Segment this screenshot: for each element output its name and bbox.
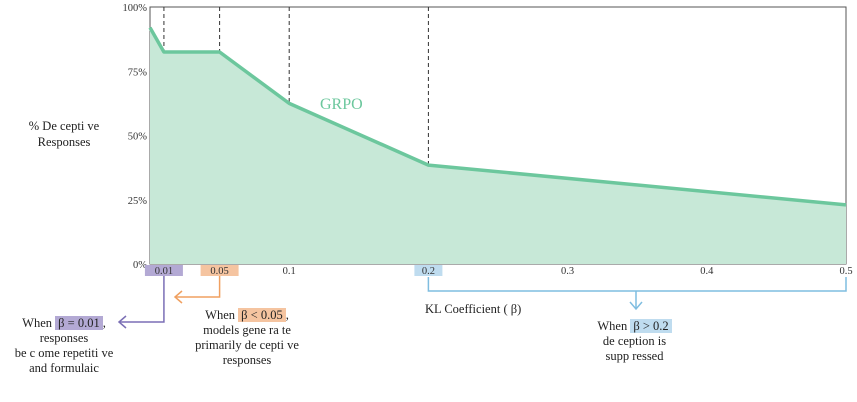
annotation-001-pre: When [22,316,53,330]
annotation-005-highlight: β < 0.05 [238,308,286,322]
annotation-005-connector [176,276,221,298]
y-tick-label: 0% [133,260,147,271]
annotation-02-bracket [427,277,847,292]
y-tick-label: 75% [128,67,148,78]
annotation-02-line: supp ressed [605,349,664,363]
annotation-02-headline: When β > 0.2 [572,319,697,334]
y-tick-label: 50% [128,132,148,143]
annotation-001-line: responses [39,331,89,345]
x-tick-label: 0.4 [700,266,714,277]
arrow-layer [117,276,847,329]
y-tick-label: 25% [128,196,148,207]
annotation-02-pre: When [597,319,628,333]
annotation-001-headline: When β = 0.01, [0,316,128,331]
annotation-beta-001: When β = 0.01, responses be c ome repeti… [0,316,128,376]
x-tick-highlight [414,265,443,276]
x-tick-label: 0.3 [561,266,574,277]
annotation-beta-005: When β < 0.05, models gene ra te primari… [172,308,322,368]
series-label: GRPO [320,96,363,113]
annotation-005-line: models gene ra te [203,323,291,337]
series-area [150,27,846,264]
annotation-02-arrowhead [629,301,643,311]
annotation-005-line: responses [222,353,272,367]
x-tick-label: 0.01 [155,266,173,277]
area-layer [148,26,847,264]
annotation-005-line: primarily de cepti ve [195,338,299,352]
annotation-02-highlight: β > 0.2 [630,319,672,333]
annotation-001-line: be c ome repetiti ve [14,346,114,360]
x-tick-label: 0.1 [283,266,296,277]
series-line [148,26,847,207]
annotation-001-connector [120,276,165,323]
annotation-005-post: , [285,308,289,322]
annotation-005-headline: When β < 0.05, [172,308,322,323]
axis-layer: 0% 25% 50% 75% 100% 0.01 0.05 0.1 0.2 0.3 0.4 0.5 [123,3,853,277]
x-tick-highlight [200,265,239,276]
annotation-001-highlight: β = 0.01 [55,316,103,330]
x-axis-label: KL Coefficient ( β) [425,302,522,316]
annotation-beta-02: When β > 0.2 de ception is supp ressed [572,319,697,364]
annotation-02-line: de ception is [602,334,667,348]
x-tick-label: 0.2 [422,266,435,277]
annotation-005-pre: When [205,308,236,322]
y-tick-label: 100% [123,3,148,14]
annotation-001-line: and formulaic [29,361,99,375]
annotation-001-post: , [102,316,106,330]
annotation-001-arrowhead [117,315,127,329]
annotation-005-arrowhead [173,290,183,304]
x-tick-label: 0.5 [839,266,852,277]
x-tick-highlight [144,265,183,276]
x-tick-label: 0.05 [210,266,228,277]
y-axis-label: % De cepti ve Responses [28,119,100,149]
